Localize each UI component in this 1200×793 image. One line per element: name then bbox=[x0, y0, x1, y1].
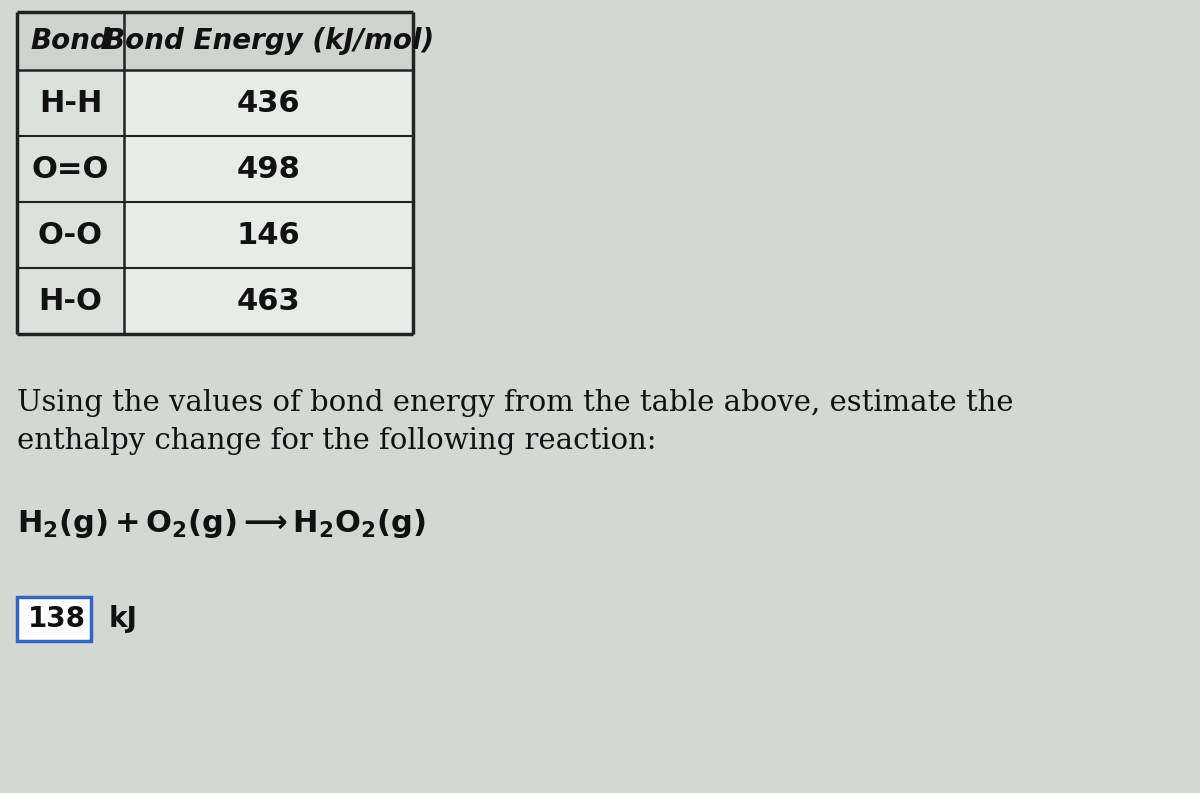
Text: O=O: O=O bbox=[31, 155, 109, 183]
Text: kJ: kJ bbox=[108, 605, 137, 633]
Text: H-O: H-O bbox=[38, 286, 102, 316]
Text: Bond Energy (kJ/mol): Bond Energy (kJ/mol) bbox=[103, 27, 433, 55]
Bar bbox=[17, 12, 413, 70]
Text: Bond: Bond bbox=[30, 27, 110, 55]
Text: 498: 498 bbox=[236, 155, 301, 183]
Bar bbox=[17, 597, 91, 641]
Bar bbox=[124, 268, 413, 334]
Text: H-H: H-H bbox=[38, 89, 102, 117]
Text: Using the values of bond energy from the table above, estimate the: Using the values of bond energy from the… bbox=[17, 389, 1013, 417]
Text: 436: 436 bbox=[236, 89, 300, 117]
Bar bbox=[124, 202, 413, 268]
Text: O-O: O-O bbox=[38, 220, 103, 250]
Text: $\mathbf{H_2(g) + O_2(g) \longrightarrow H_2O_2(g)}$: $\mathbf{H_2(g) + O_2(g) \longrightarrow… bbox=[17, 507, 425, 540]
Text: 146: 146 bbox=[236, 220, 300, 250]
Bar bbox=[124, 70, 413, 136]
Bar bbox=[17, 268, 124, 334]
Bar bbox=[17, 70, 124, 136]
Text: enthalpy change for the following reaction:: enthalpy change for the following reacti… bbox=[17, 427, 656, 455]
Bar bbox=[17, 136, 124, 202]
Bar bbox=[17, 202, 124, 268]
Text: 138: 138 bbox=[28, 605, 86, 633]
Text: 463: 463 bbox=[236, 286, 300, 316]
Bar bbox=[124, 136, 413, 202]
